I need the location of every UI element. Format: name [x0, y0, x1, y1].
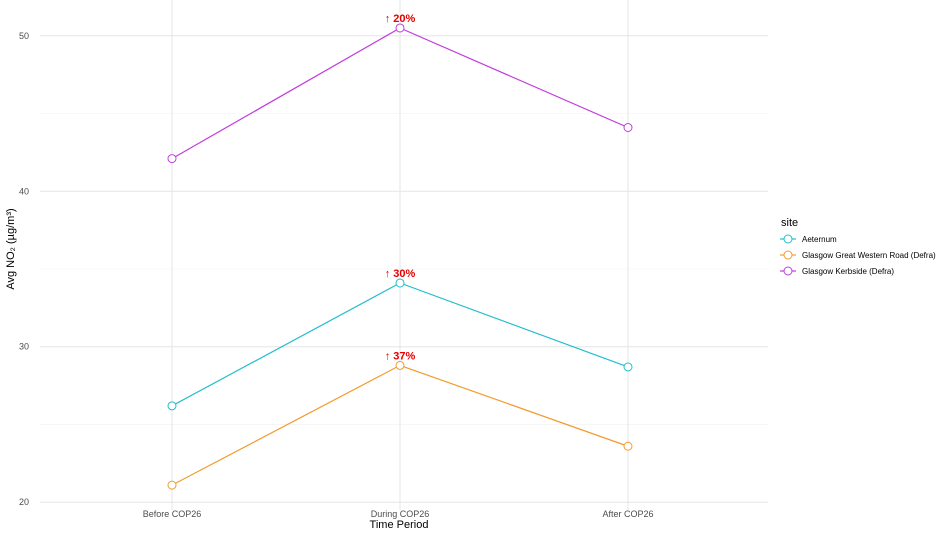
legend-key-point: [783, 234, 793, 244]
data-point: [623, 441, 633, 451]
legend-key-point: [783, 250, 793, 260]
x-tick-label: After COP26: [602, 509, 653, 519]
legend: site Aeternum Glasgow Great Western Road …: [780, 217, 936, 276]
y-tick-label: 50: [19, 31, 29, 41]
legend-key-point: [783, 266, 793, 276]
x-tick-label: Before COP26: [143, 509, 202, 519]
legend-label: Aeternum: [802, 235, 837, 244]
legend-title: site: [781, 217, 798, 229]
x-tick-label: During COP26: [371, 509, 430, 519]
x-axis-ticks: Before COP26 During COP26 After COP26: [143, 509, 654, 519]
plot-background: [40, 0, 768, 510]
y-axis-ticks: 20 30 40 50: [19, 31, 29, 507]
percent-change-annotation: ↑ 20%: [385, 13, 416, 25]
annotations-layer: ↑ 20% ↑ 30% ↑ 37%: [385, 13, 416, 362]
data-point: [167, 401, 177, 411]
grid: [40, 0, 768, 510]
y-tick-label: 20: [19, 497, 29, 507]
data-point: [395, 278, 405, 288]
data-point: [395, 23, 405, 33]
y-axis-title: Avg NO₂ (µg/m³): [5, 208, 17, 289]
data-point: [167, 480, 177, 490]
data-point: [623, 362, 633, 372]
series-layer: [167, 23, 633, 490]
percent-change-annotation: ↑ 37%: [385, 350, 416, 362]
x-axis-title: Time Period: [370, 519, 429, 531]
data-point: [623, 123, 633, 132]
legend-label: Glasgow Great Western Road (Defra): [802, 251, 936, 260]
data-point: [395, 360, 405, 370]
legend-label: Glasgow Kerbside (Defra): [802, 267, 894, 276]
data-point: [167, 154, 177, 164]
y-tick-label: 30: [19, 342, 29, 352]
y-tick-label: 40: [19, 186, 29, 196]
percent-change-annotation: ↑ 30%: [385, 268, 416, 280]
